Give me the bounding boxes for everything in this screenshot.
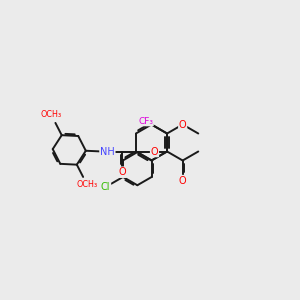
Text: CF₃: CF₃ [138, 116, 153, 125]
Text: OCH₃: OCH₃ [77, 181, 98, 190]
Text: NH: NH [100, 146, 115, 157]
Text: O: O [179, 119, 187, 130]
Text: O: O [179, 176, 187, 186]
Text: O: O [151, 146, 158, 157]
Text: Cl: Cl [101, 182, 110, 192]
Text: O: O [118, 167, 126, 177]
Text: OCH₃: OCH₃ [41, 110, 62, 119]
